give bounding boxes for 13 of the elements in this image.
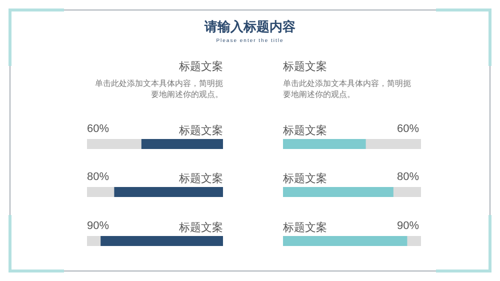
y-tick-label: 标题文案 xyxy=(178,124,223,138)
text: 请输入标题内容 xyxy=(203,18,296,36)
data-label: 60% xyxy=(396,123,419,135)
y-tick-label: 标题文案 xyxy=(283,172,328,186)
data-label: 90% xyxy=(396,220,419,232)
y-tick-label: 标题文案 xyxy=(283,124,328,138)
data-label: 90% xyxy=(87,220,110,232)
y-tick-label: 标题文案 xyxy=(283,220,328,235)
y-tick-label: 标题文案 xyxy=(178,220,223,235)
data-label: 80% xyxy=(396,171,419,183)
data-label: 60% xyxy=(87,123,110,135)
data-label: 80% xyxy=(87,171,110,183)
y-tick-label: 标题文案 xyxy=(178,172,223,186)
